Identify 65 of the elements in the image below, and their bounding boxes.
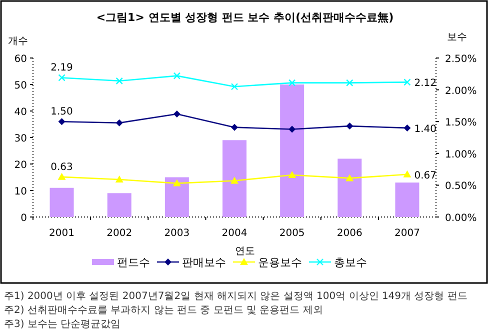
- y-tick-label: 10: [14, 186, 27, 198]
- x-tick-label: 2002: [106, 228, 132, 239]
- point: [288, 79, 296, 86]
- x-tick-label: 2005: [279, 228, 305, 239]
- bar: [222, 140, 246, 217]
- point: [230, 83, 238, 90]
- point: [346, 174, 354, 182]
- y2-tick-label: 2.50%: [445, 54, 477, 65]
- point: [288, 171, 296, 178]
- data-label: 0.63: [50, 162, 73, 173]
- point: [346, 122, 354, 130]
- x-tick-label: 2007: [394, 228, 420, 239]
- chart-title: <그림1> 연도별 성장형 펀드 보수 추이(선취판매수수료無): [96, 11, 394, 24]
- data-label: 1.40: [414, 124, 436, 135]
- y-tick-label: 30: [14, 134, 27, 144]
- y2-tick-label: 0.00%: [445, 213, 477, 224]
- data-label: 1.50: [50, 106, 73, 118]
- data-label: 2.12: [414, 78, 436, 90]
- y-axis-title: 개수: [8, 36, 28, 47]
- data-label: 2.19: [50, 62, 73, 74]
- point: [115, 175, 124, 182]
- y-tick-label: 50: [14, 80, 27, 92]
- point: [403, 170, 412, 178]
- point: [231, 124, 238, 131]
- y-tick-label: 0: [20, 213, 27, 224]
- data-label: 0.67: [414, 170, 436, 182]
- bar: [164, 177, 189, 217]
- y-tick-label: 60: [14, 54, 27, 65]
- text: 주2) 선취판매수수료를 부과하지 않는 펀드 중 모펀드 및 운용펀드 제외: [4, 305, 323, 316]
- x-tick-label: 2006: [336, 228, 362, 239]
- y-tick-label: 40: [14, 107, 27, 118]
- y2-tick-label: 2.00%: [445, 86, 477, 97]
- point: [288, 126, 296, 133]
- legend-label: 총보수: [334, 256, 367, 269]
- y2-tick-label: 1.50%: [445, 118, 477, 129]
- point: [173, 72, 181, 80]
- bar: [395, 182, 420, 217]
- point: [58, 118, 66, 126]
- y-tick-label: 20: [14, 160, 27, 171]
- y2-tick-label: 0.50%: [445, 181, 477, 192]
- bar: [50, 188, 74, 217]
- x-tick-label: 2004: [222, 228, 248, 239]
- bar: [107, 193, 132, 217]
- point: [230, 176, 238, 184]
- y2-tick-label: 1.00%: [445, 149, 477, 160]
- bar: [280, 84, 304, 217]
- x-axis-title: 연도: [235, 246, 255, 257]
- legend-label: 펀드수: [117, 256, 150, 269]
- point: [404, 124, 411, 132]
- y2-axis-title: 보수: [447, 32, 467, 43]
- point: [173, 110, 180, 118]
- text: 주1) 2000년 이후 설정된 2007년7월2일 현재 해지되지 않은 설정액 100억 이상인 149개 성장형 펀드: [4, 291, 468, 302]
- bar: [338, 158, 362, 217]
- point: [116, 119, 123, 126]
- point: [172, 179, 181, 186]
- point: [58, 172, 66, 180]
- legend-label: 운용보수: [258, 256, 302, 269]
- point: [404, 78, 411, 86]
- x-tick-label: 2001: [49, 228, 75, 239]
- point: [58, 74, 66, 82]
- text: 주3) 보수는 단순평균값임: [4, 319, 121, 330]
- point: [116, 77, 123, 84]
- point: [346, 79, 354, 86]
- legend-label: 판매보수: [182, 256, 226, 269]
- x-tick-label: 2003: [164, 228, 190, 239]
